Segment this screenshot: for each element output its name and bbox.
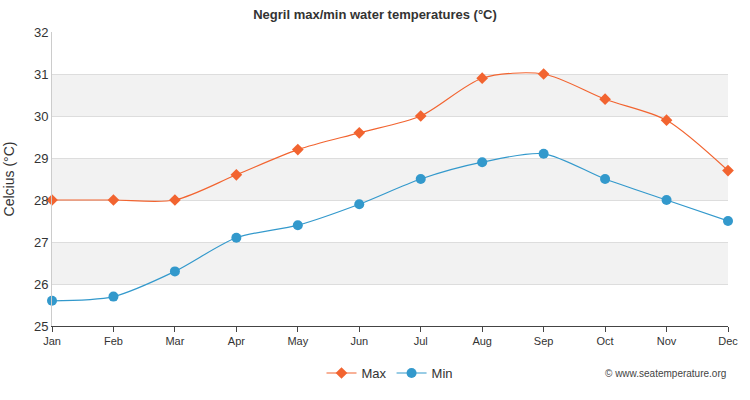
svg-text:31: 31 <box>34 67 48 82</box>
svg-text:30: 30 <box>34 109 48 124</box>
svg-text:May: May <box>287 335 308 347</box>
svg-text:Negril max/min water temperatu: Negril max/min water temperatures (°C) <box>253 7 497 22</box>
svg-text:Nov: Nov <box>657 335 677 347</box>
svg-text:28: 28 <box>34 193 48 208</box>
svg-text:25: 25 <box>34 319 48 334</box>
svg-text:26: 26 <box>34 277 48 292</box>
svg-text:Feb: Feb <box>104 335 123 347</box>
svg-text:Aug: Aug <box>472 335 492 347</box>
svg-text:© www.seatemperature.org: © www.seatemperature.org <box>605 368 726 379</box>
svg-text:29: 29 <box>34 151 48 166</box>
svg-text:Jun: Jun <box>350 335 368 347</box>
svg-text:Celcius (°C): Celcius (°C) <box>1 142 17 217</box>
svg-text:32: 32 <box>34 25 48 40</box>
svg-text:Oct: Oct <box>597 335 614 347</box>
svg-text:Jul: Jul <box>414 335 428 347</box>
svg-text:27: 27 <box>34 235 48 250</box>
svg-text:Min: Min <box>432 366 453 381</box>
svg-text:Apr: Apr <box>228 335 245 347</box>
svg-text:Jan: Jan <box>43 335 61 347</box>
svg-text:Mar: Mar <box>165 335 184 347</box>
svg-text:Max: Max <box>362 366 387 381</box>
svg-text:Dec: Dec <box>718 335 738 347</box>
svg-text:Sep: Sep <box>534 335 554 347</box>
